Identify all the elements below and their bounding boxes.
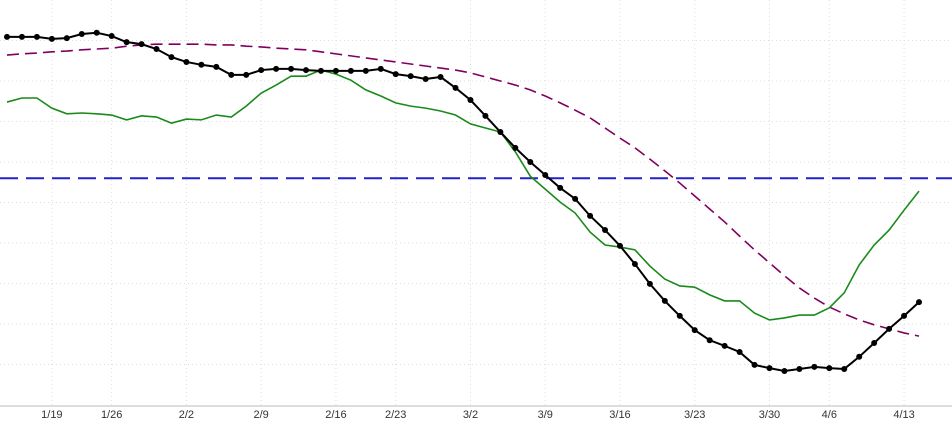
data-point xyxy=(108,33,115,40)
data-point xyxy=(901,312,908,319)
data-point xyxy=(243,71,250,78)
data-point xyxy=(497,129,504,136)
x-tick-label: 3/9 xyxy=(538,409,553,421)
data-point xyxy=(198,61,205,68)
data-point xyxy=(751,361,758,368)
data-point xyxy=(4,33,10,40)
x-tick-label: 2/16 xyxy=(325,409,346,421)
x-tick-label: 4/6 xyxy=(822,409,837,421)
x-tick-label: 1/19 xyxy=(41,409,62,421)
x-tick-label: 2/2 xyxy=(179,409,194,421)
series-line xyxy=(6,43,920,337)
data-point xyxy=(916,299,922,306)
data-point xyxy=(78,31,85,38)
data-point xyxy=(347,67,354,74)
data-point xyxy=(63,35,70,42)
data-point xyxy=(407,73,414,80)
data-point xyxy=(482,112,489,119)
data-point xyxy=(123,39,130,46)
series-line xyxy=(6,69,920,321)
data-point xyxy=(362,67,369,74)
data-point xyxy=(542,171,549,178)
data-point xyxy=(841,365,848,372)
data-point xyxy=(871,340,878,347)
data-point xyxy=(796,365,803,372)
data-point xyxy=(18,33,25,40)
data-point xyxy=(886,325,893,332)
data-point xyxy=(826,365,833,372)
data-point xyxy=(631,261,638,268)
data-point xyxy=(93,29,100,36)
data-point xyxy=(557,184,564,191)
data-point xyxy=(691,327,698,334)
data-point xyxy=(228,71,235,78)
data-point xyxy=(33,33,40,40)
data-point xyxy=(422,75,429,82)
data-point xyxy=(437,73,444,80)
data-point xyxy=(572,195,579,202)
data-point xyxy=(467,97,474,104)
data-point xyxy=(721,342,728,349)
data-point xyxy=(153,46,160,53)
data-point xyxy=(332,67,339,74)
data-point xyxy=(377,65,384,72)
data-point xyxy=(48,35,55,42)
data-point xyxy=(168,54,175,61)
data-point xyxy=(736,348,743,355)
x-tick-label: 3/30 xyxy=(759,409,780,421)
data-point xyxy=(303,67,310,74)
data-point xyxy=(706,337,713,344)
data-point xyxy=(138,41,145,48)
data-point xyxy=(273,65,280,72)
data-point xyxy=(183,58,190,65)
data-point xyxy=(587,212,594,219)
data-point xyxy=(602,227,609,234)
x-tick-label: 1/26 xyxy=(101,409,122,421)
data-point xyxy=(258,67,265,74)
x-tick-label: 4/13 xyxy=(893,409,914,421)
data-point xyxy=(766,365,773,372)
x-tick-label: 2/23 xyxy=(385,409,406,421)
x-tick-label: 3/16 xyxy=(609,409,630,421)
data-point xyxy=(811,363,818,370)
data-point xyxy=(676,312,683,319)
data-point xyxy=(512,144,519,151)
data-point xyxy=(661,297,668,304)
data-point xyxy=(646,280,653,287)
x-tick-label: 3/2 xyxy=(463,409,478,421)
data-point xyxy=(527,159,534,165)
x-tick-label: 3/23 xyxy=(684,409,705,421)
data-point xyxy=(288,65,295,72)
data-point xyxy=(317,67,324,74)
data-point xyxy=(781,367,788,374)
data-point xyxy=(452,84,459,91)
data-point xyxy=(392,71,399,78)
data-point xyxy=(856,353,863,360)
data-point xyxy=(616,242,623,249)
x-tick-label: 2/9 xyxy=(254,409,269,421)
data-point xyxy=(213,63,220,70)
